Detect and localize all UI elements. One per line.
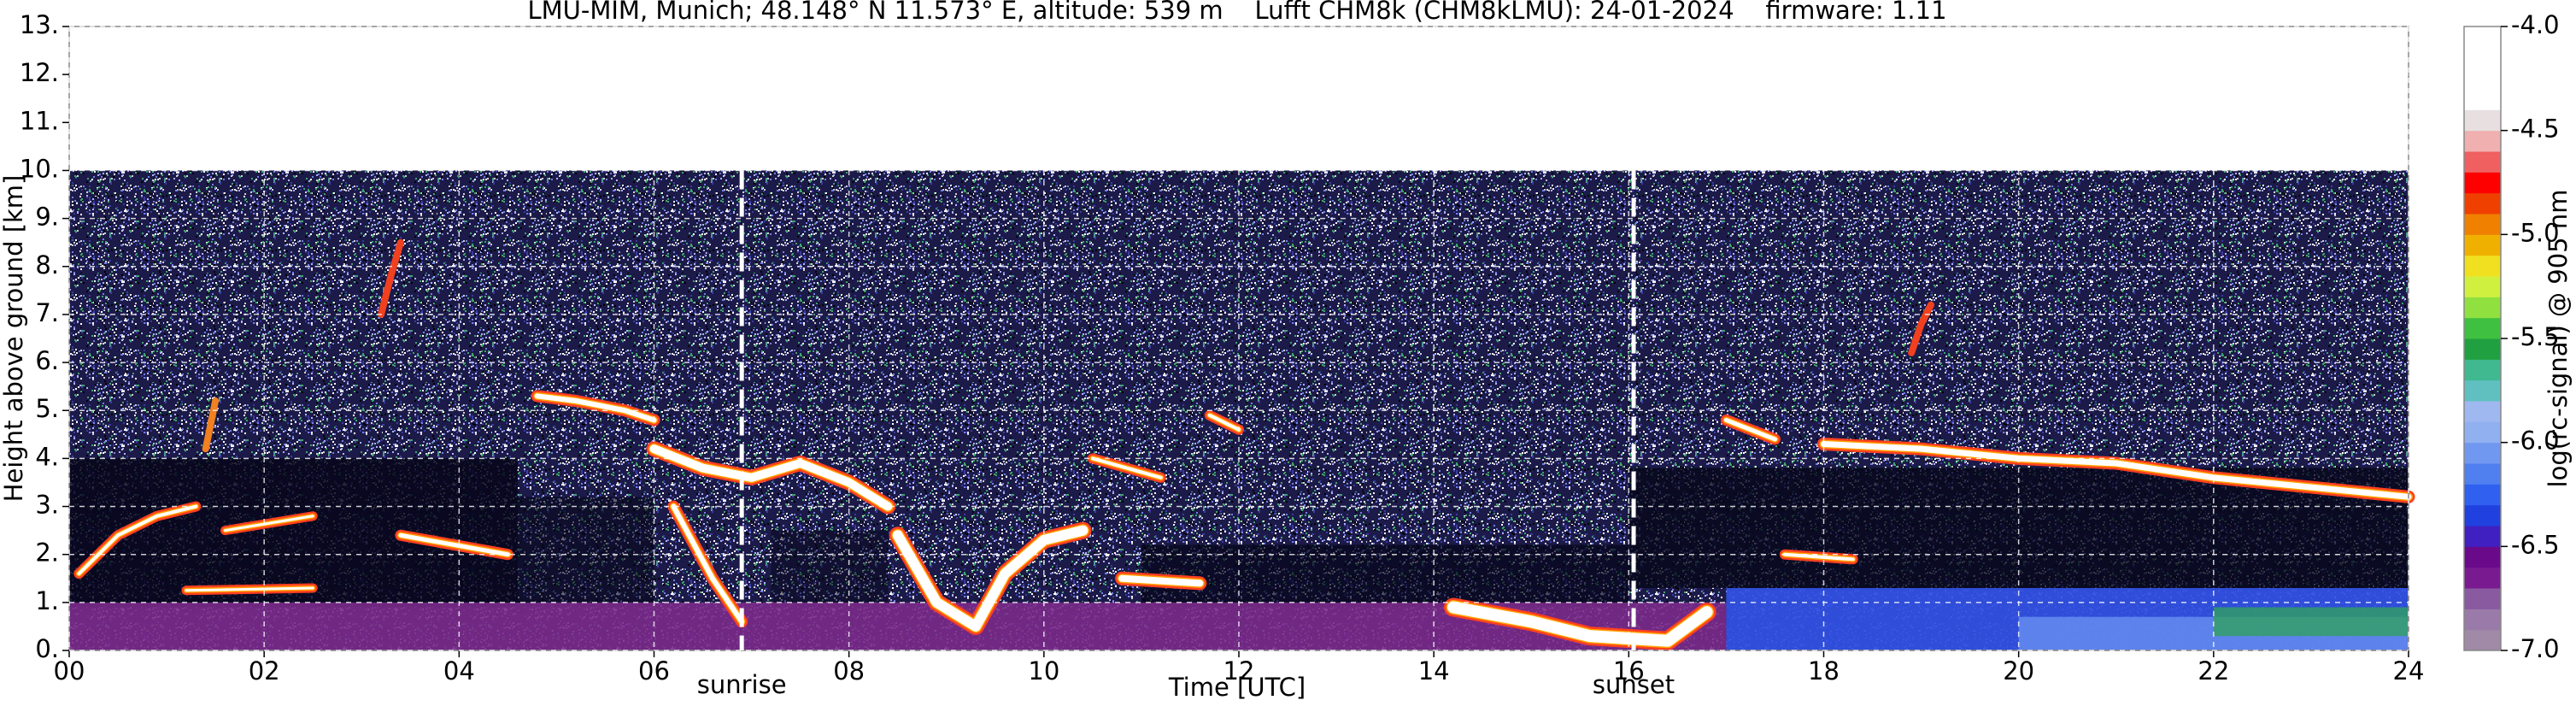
backscatter-layer <box>649 444 893 511</box>
colorbar-band <box>2464 214 2501 235</box>
colorbar-band <box>2464 484 2501 506</box>
x-tick-label: 08 <box>833 656 865 685</box>
y-tick-label: 1. <box>35 586 59 615</box>
y-axis-label: Height above ground [km] <box>0 175 28 503</box>
backscatter-layer <box>77 504 198 576</box>
x-tick-label: 22 <box>2198 656 2229 685</box>
x-tick-label: 18 <box>1808 656 1840 685</box>
x-tick-label: 16 <box>1613 656 1645 685</box>
x-tick-label: 10 <box>1028 656 1059 685</box>
colorbar-band <box>2464 297 2501 319</box>
backscatter-region <box>69 458 518 608</box>
y-tick-label: 11. <box>20 106 59 135</box>
x-tick-label: 04 <box>443 656 475 685</box>
backscatter-region <box>771 530 889 608</box>
colorbar-tick-label: -6.5 <box>2511 530 2560 559</box>
colorbar-band <box>2464 192 2501 215</box>
backscatter-layer <box>1908 301 1934 356</box>
colorbar-band <box>2464 421 2501 444</box>
backscatter-layer <box>892 525 1088 632</box>
x-axis-label: Time [UTC] <box>1168 673 1306 702</box>
backscatter-region <box>517 497 654 608</box>
colorbar-band <box>2464 338 2501 360</box>
colorbar-label: log(rc-signal) @ 905 nm <box>2544 190 2573 488</box>
backscatter-layer <box>1446 601 1713 647</box>
colorbar-band <box>2464 567 2501 589</box>
x-tick-label: 00 <box>54 656 85 685</box>
backscatter-layer <box>1090 456 1163 479</box>
colorbar-band <box>2464 609 2501 631</box>
y-tick-label: 2. <box>35 538 59 568</box>
colorbar-band <box>2464 172 2501 194</box>
backscatter-layer <box>378 238 404 318</box>
backscatter-layer <box>1118 574 1204 587</box>
backscatter-region <box>2213 607 2409 637</box>
x-tick-label: 12 <box>1223 656 1255 685</box>
x-tick-label: 20 <box>2003 656 2034 685</box>
y-tick-label: 0. <box>35 634 59 663</box>
colorbar-band <box>2464 442 2501 464</box>
colorbar-band <box>2464 629 2501 651</box>
colorbar-band <box>2464 234 2501 256</box>
backscatter-layer <box>224 515 314 532</box>
colorbar-band <box>2464 401 2501 422</box>
colorbar-band <box>2464 68 2501 90</box>
x-tick-label: 02 <box>249 656 280 685</box>
colorbar-band <box>2464 26 2501 48</box>
backscatter-layer <box>1821 441 2412 500</box>
backscatter-layer <box>202 397 220 453</box>
colorbar-band <box>2464 526 2501 547</box>
backscatter-layer <box>185 586 314 592</box>
y-tick-label: 12. <box>20 58 59 87</box>
x-tick-label: 24 <box>2393 656 2425 685</box>
sun-label: sunset <box>1593 670 1675 699</box>
chart-title: LMU-MIM, Munich; 48.148° N 11.573° E, al… <box>527 0 1946 25</box>
y-tick-label: 13. <box>20 10 59 39</box>
colorbar-band <box>2464 109 2501 132</box>
colorbar-tick-label: -5.5 <box>2511 322 2560 351</box>
backscatter-layer <box>1782 552 1855 562</box>
backscatter-region <box>1141 544 1629 608</box>
y-tick-label: 4. <box>35 442 59 471</box>
colorbar-tick-label: -6.0 <box>2511 427 2560 456</box>
backscatter-layer <box>398 532 510 557</box>
colorbar-band <box>2464 89 2501 110</box>
y-tick-label: 3. <box>35 491 59 520</box>
colorbar-band <box>2464 130 2501 152</box>
backscatter-layer <box>671 503 745 625</box>
y-tick-label: 9. <box>35 203 59 232</box>
colorbar-band <box>2464 317 2501 339</box>
y-tick-label: 6. <box>35 346 59 375</box>
y-tick-label: 7. <box>35 298 59 327</box>
colorbar-band <box>2464 546 2501 568</box>
colorbar-tick-label: -5.0 <box>2511 218 2560 247</box>
sun-label: sunrise <box>697 670 787 699</box>
backscatter-layer <box>1207 413 1241 432</box>
x-tick-label: 06 <box>638 656 670 685</box>
colorbar-tick-label: -4.5 <box>2511 115 2560 144</box>
backscatter-layer <box>534 393 657 423</box>
y-tick-label: 8. <box>35 250 59 279</box>
colorbar-band <box>2464 276 2501 297</box>
backscatter-layer <box>1723 417 1777 442</box>
colorbar-band <box>2464 359 2501 381</box>
colorbar-band <box>2464 504 2501 527</box>
colorbar-tick-label: -4.0 <box>2511 10 2560 39</box>
colorbar-tick-label: -7.0 <box>2511 634 2560 663</box>
colorbar-band <box>2464 47 2501 69</box>
colorbar-band <box>2464 463 2501 485</box>
colorbar-band <box>2464 255 2501 277</box>
y-tick-label: 10. <box>20 154 59 183</box>
colorbar-band <box>2464 379 2501 402</box>
colorbar-band <box>2464 588 2501 609</box>
x-tick-label: 14 <box>1418 656 1450 685</box>
colorbar-band <box>2464 151 2501 173</box>
y-tick-label: 5. <box>35 394 59 423</box>
